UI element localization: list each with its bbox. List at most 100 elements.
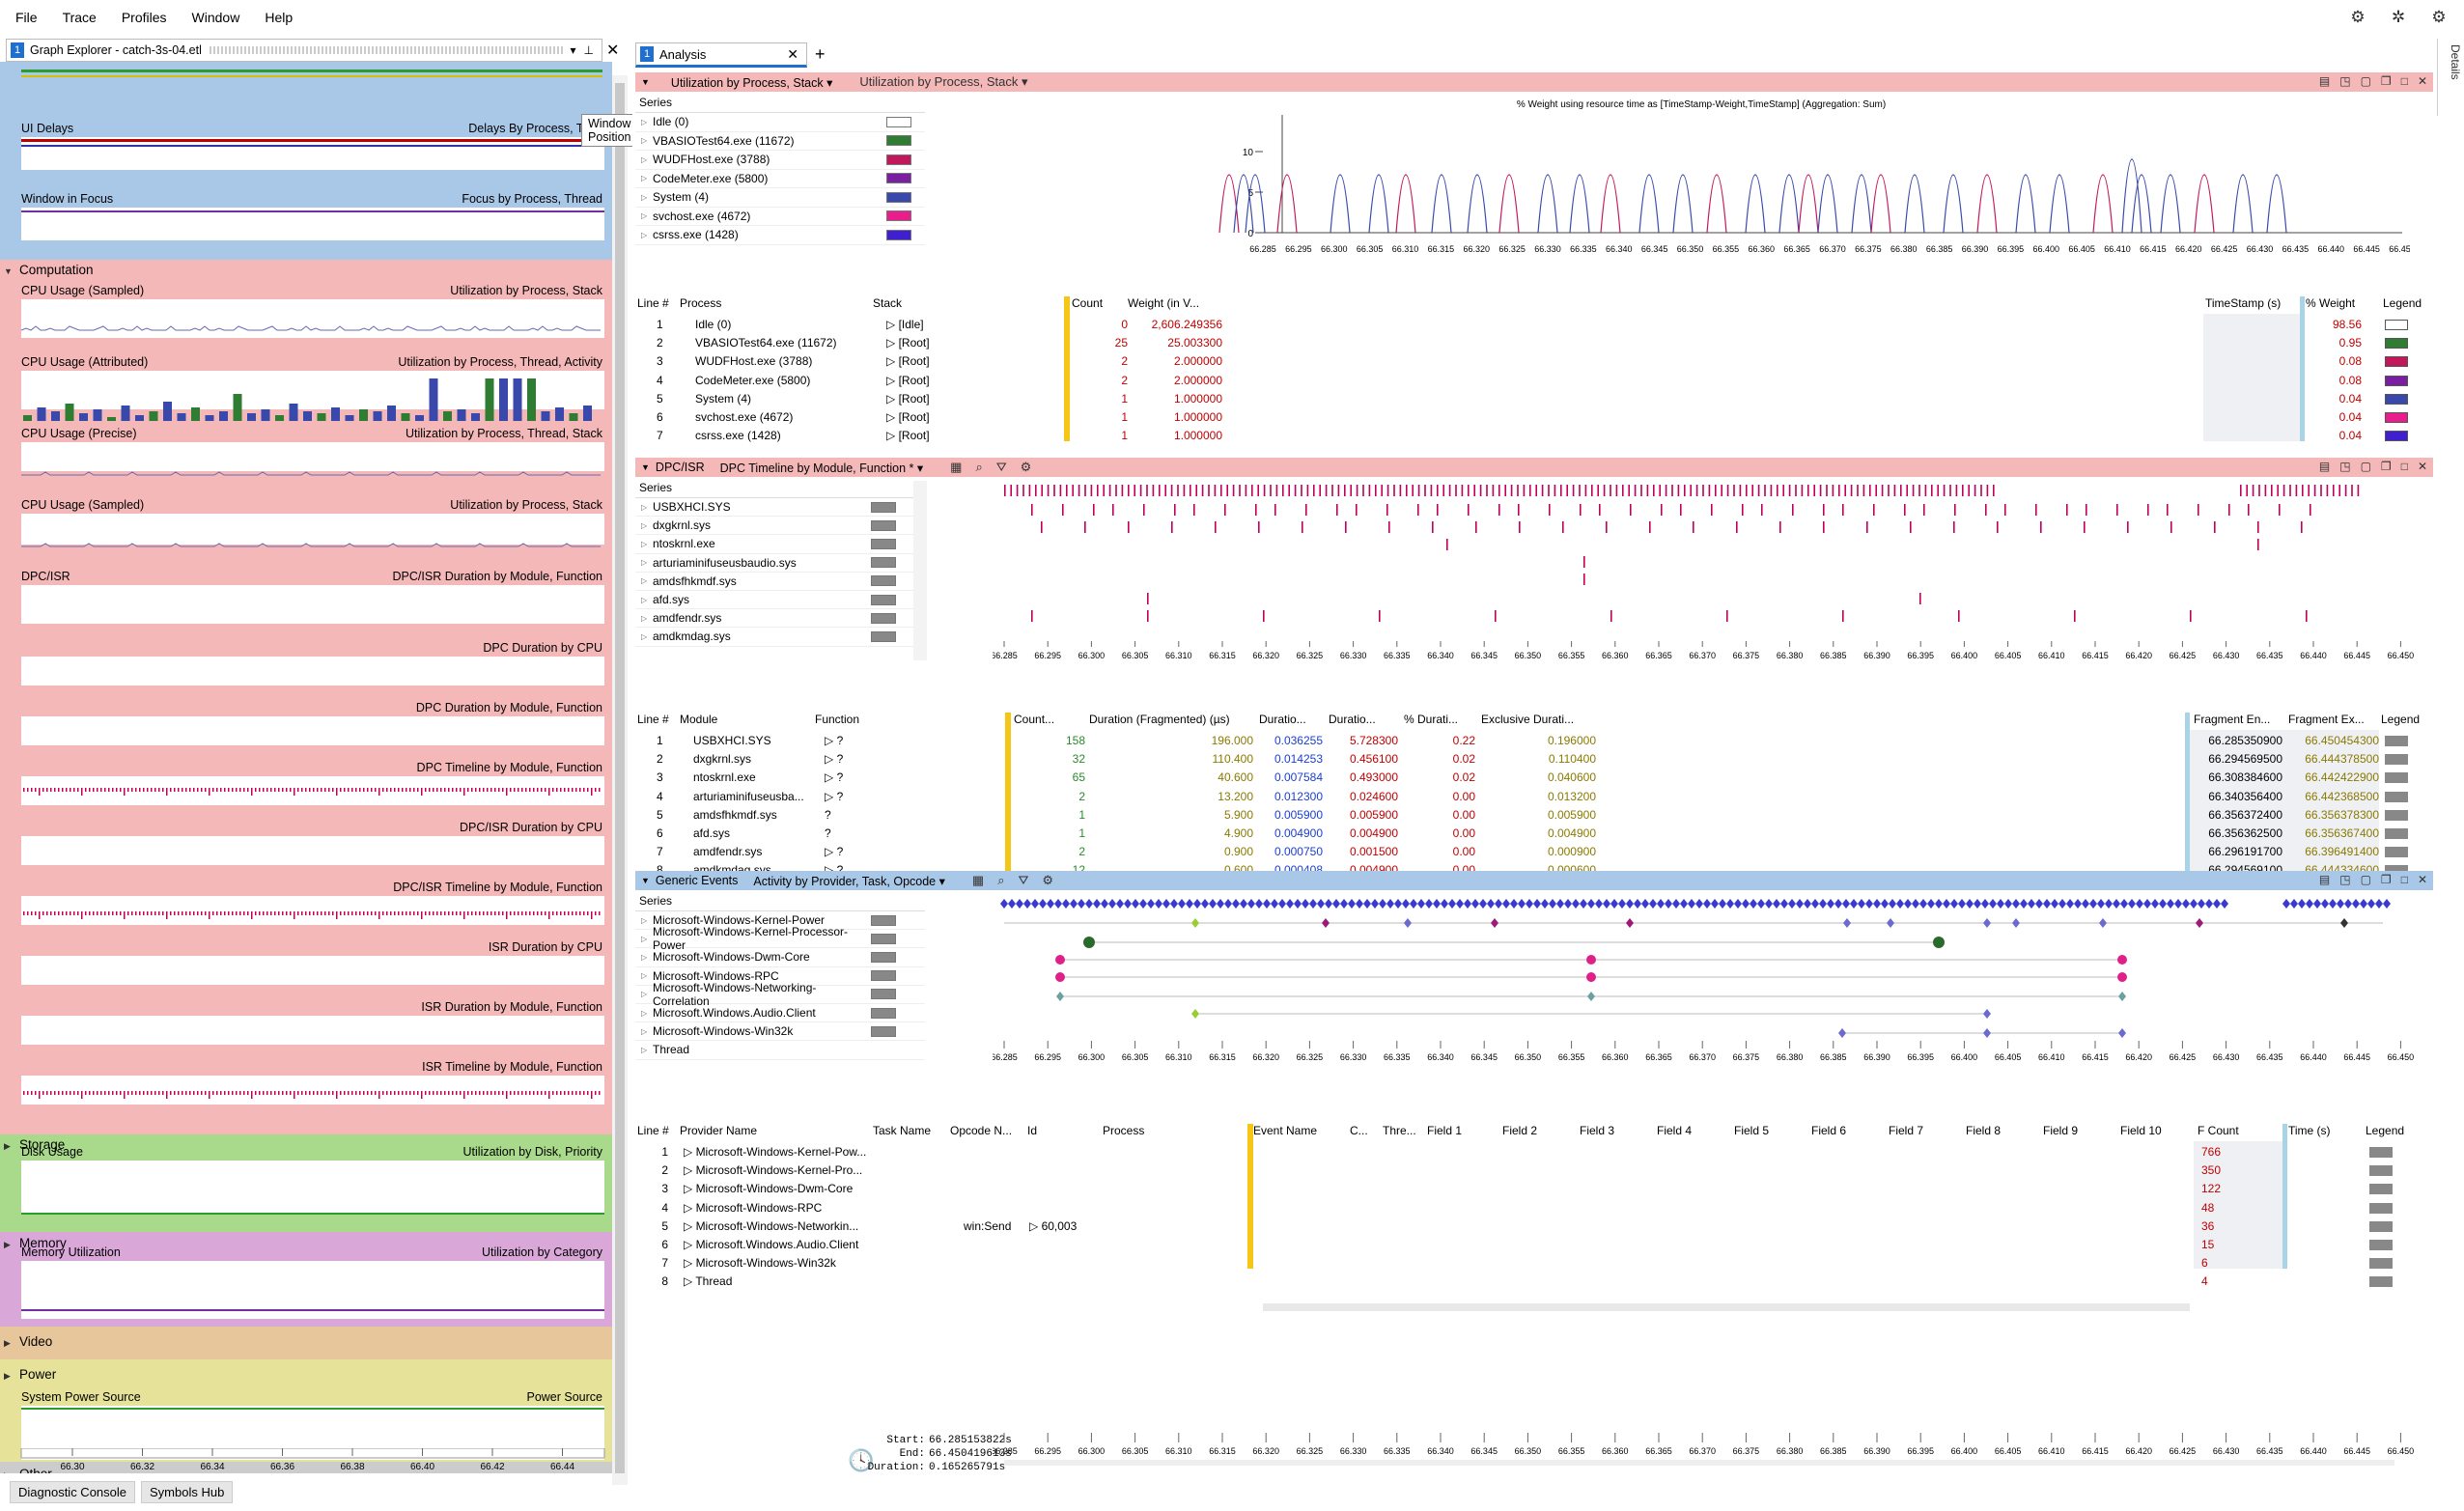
- column-header-3[interactable]: Opcode N...: [950, 1124, 1013, 1137]
- expand-icon[interactable]: ▷: [641, 595, 648, 604]
- series-item[interactable]: ▷ csrss.exe (1428): [635, 226, 925, 245]
- layout-icon[interactable]: ▤: [2318, 873, 2331, 886]
- series-item[interactable]: ▷ arturiaminifuseusbaudio.sys: [635, 554, 925, 573]
- expand-icon[interactable]: ▷: [641, 971, 648, 981]
- pin-icon[interactable]: ⊥: [583, 43, 594, 57]
- close-panel-icon[interactable]: ✕: [2417, 74, 2427, 88]
- series-item[interactable]: ▷ WUDFHost.exe (3788): [635, 151, 925, 170]
- column-header-0[interactable]: Line #: [637, 1124, 669, 1137]
- column-header-15[interactable]: Field 7: [1889, 1124, 1924, 1137]
- column-header-pweight[interactable]: % Weight: [2306, 296, 2356, 310]
- column-header-count[interactable]: Count: [1072, 296, 1104, 310]
- series-item[interactable]: ▷ Microsoft-Windows-Kernel-Processor-Powe…: [635, 925, 925, 952]
- column-header-7[interactable]: C...: [1350, 1124, 1368, 1137]
- series-item[interactable]: ▷ svchost.exe (4672): [635, 208, 925, 226]
- column-header-2[interactable]: Task Name: [873, 1124, 932, 1137]
- column-header-f1[interactable]: Fragment En...: [2194, 713, 2271, 726]
- column-header-d4[interactable]: % Durati...: [1404, 713, 1459, 726]
- table-row[interactable]: 5 amdsfhkmdf.sys ? 1 5.900 0.005900 0.005900 0…: [635, 806, 2433, 825]
- column-header-11[interactable]: Field 3: [1580, 1124, 1615, 1137]
- table-view-icon[interactable]: ▢: [2360, 873, 2371, 886]
- table-row[interactable]: 6 ▷ Microsoft.Windows.Audio.Client 15: [635, 1236, 2433, 1254]
- details-side-tab[interactable]: Details: [2437, 39, 2462, 116]
- expand-icon[interactable]: ▷: [641, 576, 648, 586]
- column-header-13[interactable]: Field 5: [1734, 1124, 1770, 1137]
- column-header-d5[interactable]: Exclusive Durati...: [1481, 713, 1575, 726]
- expand-icon[interactable]: ▷: [641, 558, 648, 568]
- column-header-process[interactable]: Process: [680, 296, 722, 310]
- new-tab-icon[interactable]: +: [815, 44, 826, 64]
- series-item[interactable]: ▷ Microsoft-Windows-Kernel-Power: [635, 911, 925, 931]
- series-item[interactable]: ▷ Microsoft-Windows-Networking-Correlatio…: [635, 981, 925, 1008]
- expand-icon[interactable]: ▷: [641, 915, 648, 925]
- events-collapse-icon[interactable]: ▼: [641, 876, 650, 885]
- expand-icon[interactable]: ▷: [641, 211, 648, 221]
- maximize-icon[interactable]: □: [2400, 873, 2408, 886]
- column-header-line[interactable]: Line #: [637, 713, 669, 726]
- column-header-19[interactable]: F Count: [2198, 1124, 2239, 1137]
- dpc-series-scrollbar[interactable]: [913, 481, 927, 660]
- column-header-14[interactable]: Field 6: [1811, 1124, 1847, 1137]
- table-row[interactable]: 4 CodeMeter.exe (5800) ▷ [Root] 2 2.000000 0.…: [635, 372, 2433, 390]
- column-header-9[interactable]: Field 1: [1427, 1124, 1463, 1137]
- column-header-legend[interactable]: Legend: [2383, 296, 2422, 310]
- column-header-17[interactable]: Field 9: [2043, 1124, 2079, 1137]
- expand-icon[interactable]: ▷: [641, 990, 648, 999]
- settings-icon[interactable]: ⚙: [2431, 8, 2447, 26]
- table-icon[interactable]: ▦: [971, 873, 985, 887]
- table-row[interactable]: 7 ▷ Microsoft-Windows-Win32k 6: [635, 1254, 2433, 1273]
- table-row[interactable]: 2 ▷ Microsoft-Windows-Kernel-Pro... 350: [635, 1161, 2433, 1180]
- column-header-8[interactable]: Thre...: [1383, 1124, 1416, 1137]
- settings-icon[interactable]: ⚙: [1042, 873, 1054, 887]
- column-header-f2[interactable]: Fragment Ex...: [2288, 713, 2365, 726]
- series-item[interactable]: ▷ amdsfhkmdf.sys: [635, 573, 925, 591]
- expand-icon[interactable]: ▷: [641, 136, 648, 146]
- dpc-collapse-icon[interactable]: ▼: [641, 462, 650, 472]
- table-row[interactable]: 4 ▷ Microsoft-Windows-RPC 48: [635, 1199, 2433, 1217]
- table-row[interactable]: 1 USBXHCI.SYS ▷ ? 158 196.000 0.036255 5.72830…: [635, 732, 2433, 750]
- expand-icon[interactable]: ▷: [641, 631, 648, 641]
- column-header-weight[interactable]: Weight (in V...: [1128, 296, 1200, 310]
- menu-profiles[interactable]: Profiles: [121, 10, 167, 25]
- series-item[interactable]: ▷ ntoskrnl.exe: [635, 535, 925, 554]
- column-header-function[interactable]: Function: [815, 713, 860, 726]
- table-icon[interactable]: ▦: [950, 460, 963, 474]
- series-item[interactable]: ▷ afd.sys: [635, 591, 925, 610]
- table-view-icon[interactable]: ▢: [2360, 74, 2371, 88]
- column-header-1[interactable]: Provider Name: [680, 1124, 758, 1137]
- layout-icon[interactable]: ▤: [2318, 460, 2331, 473]
- restore-icon[interactable]: ❐: [2380, 74, 2392, 88]
- table-row[interactable]: 6 svchost.exe (4672) ▷ [Root] 1 1.000000 0.04: [635, 408, 2433, 427]
- gear-icon[interactable]: ⚙: [2350, 8, 2366, 26]
- analysis-tab[interactable]: 1 Analysis ✕: [635, 42, 807, 68]
- series-item[interactable]: ▷ amdkmdag.sys: [635, 628, 925, 647]
- column-header-d3[interactable]: Duratio...: [1329, 713, 1376, 726]
- column-header-count[interactable]: Count...: [1014, 713, 1055, 726]
- expand-icon[interactable]: ▷: [641, 934, 648, 943]
- clock-icon[interactable]: 🕓: [848, 1448, 875, 1472]
- series-item[interactable]: ▷ VBASIOTest64.exe (11672): [635, 132, 925, 151]
- series-item[interactable]: ▷ Idle (0): [635, 113, 925, 132]
- diagnostic-console-button[interactable]: Diagnostic Console: [10, 1480, 136, 1503]
- column-header-4[interactable]: Id: [1027, 1124, 1038, 1137]
- expand-icon[interactable]: ▷: [641, 502, 648, 512]
- column-header-12[interactable]: Field 4: [1657, 1124, 1693, 1137]
- settings-icon[interactable]: ⚙: [1020, 460, 1032, 474]
- column-header-21[interactable]: Legend: [2366, 1124, 2405, 1137]
- events-view-dropdown[interactable]: Activity by Provider, Task, Opcode ▾: [753, 874, 945, 888]
- table-row[interactable]: 3 WUDFHost.exe (3788) ▷ [Root] 2 2.000000 0.0…: [635, 352, 2433, 371]
- column-header-stack[interactable]: Stack: [873, 296, 903, 310]
- column-header-20[interactable]: Time (s): [2288, 1124, 2331, 1137]
- graph-explorer-tab[interactable]: 1 Graph Explorer - catch-3s-04.etl ▾ ⊥: [6, 39, 602, 62]
- scroll-thumb[interactable]: [615, 83, 625, 1473]
- layout-icon[interactable]: ▤: [2318, 74, 2331, 88]
- table-row[interactable]: 3 ▷ Microsoft-Windows-Dwm-Core 122: [635, 1180, 2433, 1198]
- expand-icon[interactable]: ▷: [641, 174, 648, 183]
- series-item[interactable]: ▷ dxgkrnl.sys: [635, 517, 925, 536]
- search-icon[interactable]: ⌕: [975, 460, 983, 474]
- table-row[interactable]: 8 ▷ Thread 4: [635, 1273, 2433, 1291]
- menu-window[interactable]: Window: [191, 10, 240, 25]
- expand-icon[interactable]: ▷: [641, 230, 648, 239]
- expand-icon[interactable]: ▷: [641, 1008, 648, 1018]
- filter-icon[interactable]: ⛛: [995, 460, 1007, 474]
